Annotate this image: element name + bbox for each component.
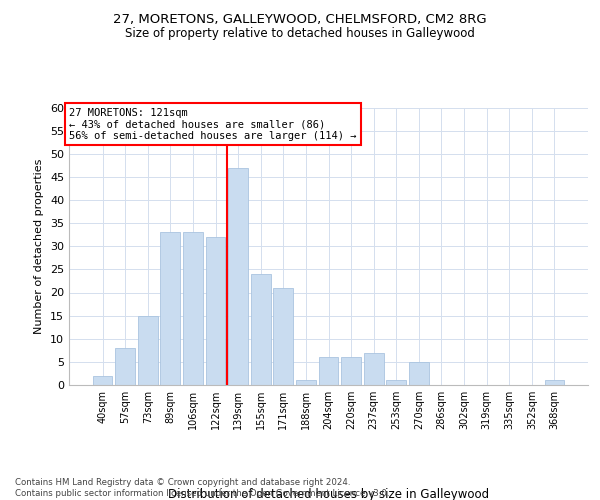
Text: 27, MORETONS, GALLEYWOOD, CHELMSFORD, CM2 8RG: 27, MORETONS, GALLEYWOOD, CHELMSFORD, CM… — [113, 12, 487, 26]
Bar — [228, 168, 248, 385]
Bar — [274, 288, 293, 385]
Bar — [319, 357, 338, 385]
Bar — [341, 357, 361, 385]
Bar — [115, 348, 135, 385]
Text: Contains HM Land Registry data © Crown copyright and database right 2024.
Contai: Contains HM Land Registry data © Crown c… — [15, 478, 389, 498]
Text: 27 MORETONS: 121sqm
← 43% of detached houses are smaller (86)
56% of semi-detach: 27 MORETONS: 121sqm ← 43% of detached ho… — [69, 108, 356, 140]
X-axis label: Distribution of detached houses by size in Galleywood: Distribution of detached houses by size … — [168, 488, 489, 500]
Bar — [296, 380, 316, 385]
Bar — [545, 380, 565, 385]
Bar — [364, 352, 383, 385]
Bar — [138, 316, 158, 385]
Bar — [160, 232, 180, 385]
Bar — [409, 362, 429, 385]
Y-axis label: Number of detached properties: Number of detached properties — [34, 158, 44, 334]
Bar — [251, 274, 271, 385]
Text: Size of property relative to detached houses in Galleywood: Size of property relative to detached ho… — [125, 28, 475, 40]
Bar — [92, 376, 112, 385]
Bar — [206, 237, 226, 385]
Bar — [183, 232, 203, 385]
Bar — [386, 380, 406, 385]
